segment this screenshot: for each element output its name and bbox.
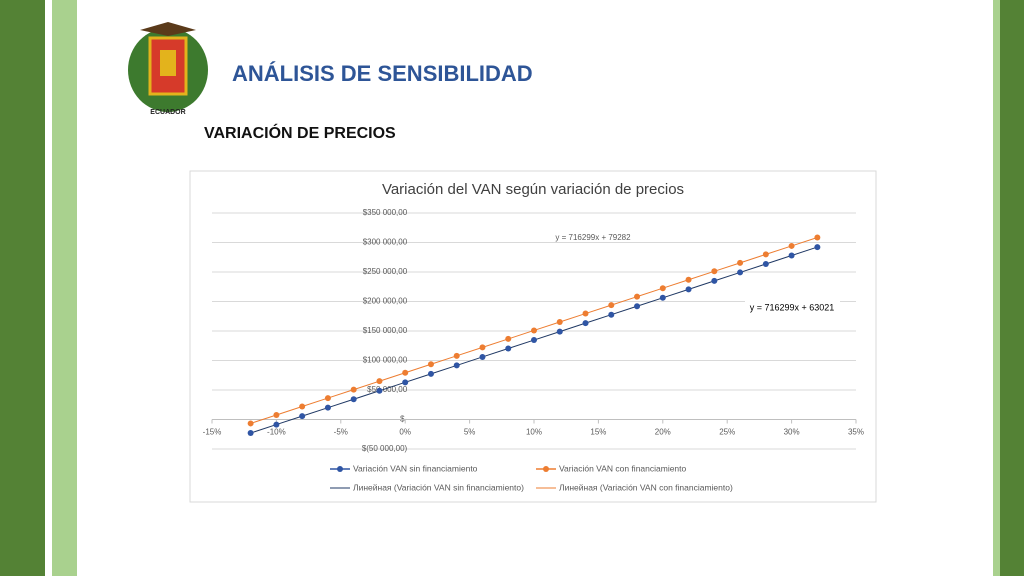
x-tick-label: -10% [267,428,286,437]
data-point [582,320,589,327]
y-tick-label: $150 000,00 [363,326,408,335]
x-tick-label: 15% [590,428,606,437]
legend-swatch [337,466,343,472]
data-point [505,335,512,342]
legend-label: Линейная (Variación VAN sin financiamien… [353,482,524,492]
y-tick-label: $350 000,00 [363,208,408,217]
data-point [608,302,615,309]
data-point [814,234,821,241]
data-point [531,327,537,334]
data-point [556,328,563,335]
left-strip [52,0,77,576]
data-point [608,311,615,318]
data-point [685,286,692,293]
data-point [711,268,718,275]
trend-equation: y = 716299x + 63021 [750,302,835,312]
data-point [299,413,306,420]
data-point [324,404,331,411]
data-point [531,337,537,344]
data-point [737,269,744,276]
y-tick-label: $50 000,00 [367,385,408,394]
x-tick-label: 20% [655,428,671,437]
data-point [505,345,512,352]
legend-label: Variación VAN sin financiamiento [353,463,478,473]
legend-label: Variación VAN con financiamiento [559,463,687,473]
data-point [427,370,434,377]
data-point [556,319,563,326]
equation-box [745,300,840,316]
data-point [402,369,409,376]
data-point [273,421,280,428]
data-point [376,387,383,394]
data-point [299,403,306,410]
data-point [453,362,460,369]
data-point [659,294,666,301]
logo: ECUADOR [128,22,208,116]
y-tick-label: $250 000,00 [363,267,408,276]
data-point [247,420,254,427]
right-band [1000,0,1024,576]
slide-subtitle: VARIACIÓN DE PRECIOS [204,123,396,142]
x-tick-label: 35% [848,428,864,437]
data-point [659,285,666,292]
data-point [273,411,280,418]
logo-text: ECUADOR [150,109,185,116]
data-point [376,378,383,385]
data-point [814,244,821,251]
y-tick-label: $200 000,00 [363,297,408,306]
data-point [788,242,795,249]
x-tick-label: 0% [399,428,411,437]
right-strip [993,0,1000,576]
slide-title: ANÁLISIS DE SENSIBILIDAD [232,61,533,86]
data-point [685,276,692,283]
x-tick-label: -5% [334,428,348,437]
trend-equation: y = 716299x + 79282 [555,233,631,242]
data-point [711,277,718,284]
data-point [582,310,589,317]
x-tick-label: 30% [784,428,800,437]
x-tick-label: 10% [526,428,542,437]
data-point [350,396,357,403]
left-band [0,0,45,576]
data-point [737,259,744,266]
data-point [479,353,486,360]
data-point [788,252,795,259]
data-point [479,344,486,351]
chart-title: Variación del VAN según variación de pre… [382,181,684,198]
chart-frame [189,170,877,503]
data-point [762,260,769,267]
data-point [762,251,769,258]
x-tick-label: 25% [719,428,735,437]
legend-label: Линейная (Variación VAN con financiamien… [559,482,733,492]
data-point [453,352,460,359]
data-point [247,430,254,437]
data-point [427,361,434,368]
data-point [634,303,641,310]
y-tick-label: $300 000,00 [363,238,408,247]
data-point [634,293,641,300]
legend-swatch [543,466,549,472]
x-tick-label: -15% [203,428,222,437]
y-tick-label: $100 000,00 [363,356,408,365]
y-tick-label: $(50 000,00) [362,444,408,453]
data-point [324,395,331,402]
data-point [350,386,357,393]
data-point [402,379,409,386]
x-tick-label: 5% [464,428,476,437]
